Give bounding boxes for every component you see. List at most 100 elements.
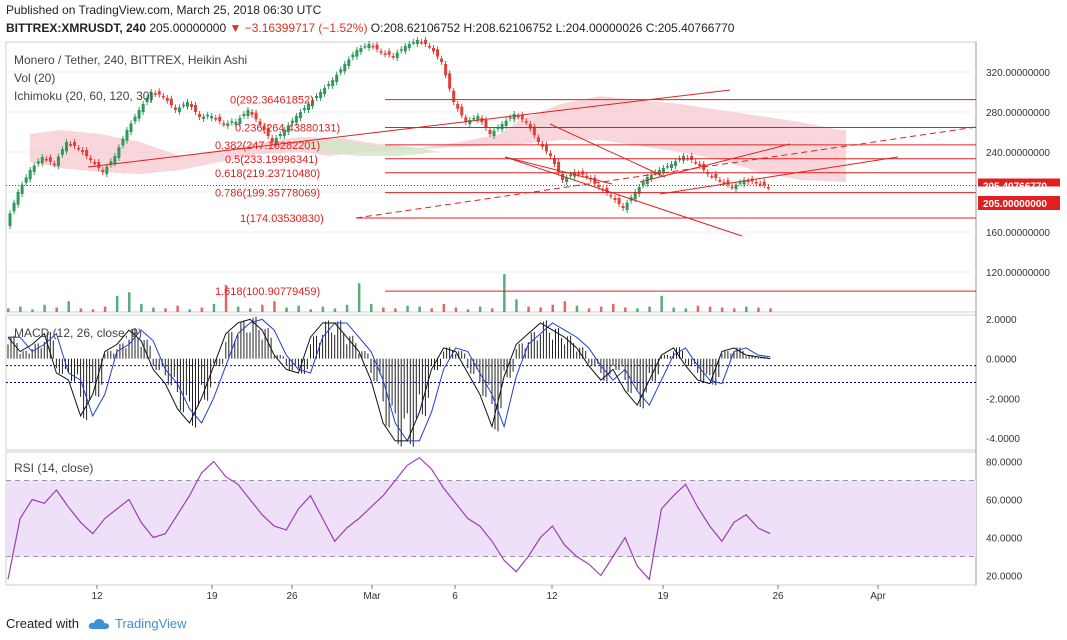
candle-body [407,44,411,48]
rsi-tick-label: 80.0000 [986,458,1023,469]
volume-bar [164,308,167,312]
candle-body [569,174,573,177]
candle-body [214,118,218,120]
candle-body [557,162,561,172]
macd-tick-label: 2.0000 [986,315,1017,326]
fib-level-label: 1.618(100.90779459) [215,286,320,298]
candle-body [202,116,206,119]
volume-bar [551,304,554,312]
trend-line [639,143,791,183]
candle-body [36,161,40,164]
candle-body [173,107,177,110]
candle-body [250,112,254,115]
candle-body [20,184,24,194]
candle-body [746,180,750,183]
candle-body [754,182,758,184]
candle-body [520,114,524,120]
candle-body [427,46,431,48]
price-tag-text: 01:29:39 [983,190,1023,201]
candle-body [512,114,516,120]
candle-body [496,127,500,129]
volume-bar [503,274,506,312]
candle-body [133,116,137,122]
candle-body [69,144,73,146]
candle-body [464,117,468,122]
candle-body [561,174,565,180]
macd-legend: MACD (12, 26, close, 9) [14,326,143,340]
candle-body [593,177,597,184]
trend-line [355,126,977,219]
cloud-icon [88,618,109,629]
volume-bar [660,295,663,312]
candle-body [391,56,395,58]
candle-body [565,177,569,182]
symbol-header: BITTREX:XMRUSDT, 240 205.00000000 ▼ −3.1… [6,21,734,35]
candle-body [339,69,343,73]
candle-body [734,184,738,189]
volume-bar [527,306,530,312]
candle-body [432,48,436,52]
candle-body [419,42,423,44]
volume-bar [212,303,216,312]
candle-body [93,162,97,164]
volume-bar [249,308,252,312]
candle-body [238,118,242,124]
candle-body [306,104,310,110]
volume-bar [43,304,46,312]
candle-body [105,166,109,174]
volume-bar [454,307,458,312]
ichimoku-legend: Ichimoku (20, 60, 120, 30) [14,89,154,103]
candle-body [149,92,153,100]
candle-body [690,156,694,160]
candle-body [137,110,141,119]
fib-level-label: 0(292.36461852) [230,95,314,107]
volume-bar [418,306,421,312]
candle-body [415,40,419,44]
volume-bar [478,306,482,312]
candle-body [456,104,460,109]
candle-body [674,161,678,166]
candle-body [198,114,202,117]
volume-bar [733,308,736,312]
rsi-legend: RSI (14, close) [14,461,94,475]
volume-bar [370,303,373,312]
trend-line [549,123,666,178]
ichimoku-cloud-bullish [300,140,440,156]
candle-body [32,165,36,172]
candle-body [8,213,12,226]
candle-body [440,58,444,62]
candle-body [359,48,363,52]
volume-bar [394,308,397,312]
volume-bar [684,308,688,312]
tradingview-logo[interactable]: TradingView [88,616,187,631]
volume-bar [382,307,385,312]
candle-body [367,44,371,48]
candle-body [181,104,185,107]
candle-body [242,114,246,116]
macd-tick-label: -2.0000 [986,394,1020,405]
candle-body [343,64,347,72]
candle-body [323,88,327,94]
candle-body [44,159,48,161]
candle-body [121,138,125,146]
candle-body [468,120,472,124]
candle-body [730,186,734,189]
candle-body [649,174,653,179]
rsi-tick-label: 60.0000 [986,496,1023,507]
volume-bar [612,303,615,312]
volume-bar [696,305,700,312]
volume-bar [152,307,155,312]
candle-body [129,123,133,132]
x-tick-label: Mar [363,591,381,602]
candle-body [327,84,331,86]
trend-line [504,156,743,237]
rsi-line [7,456,771,581]
candle-body [472,118,476,120]
volume-bar [720,307,724,312]
fib-level-label: 1(174.03530830) [240,213,324,225]
candle-body [423,40,427,44]
volume-bar [115,295,119,312]
candle-body [230,121,234,123]
candle-body [81,150,85,152]
